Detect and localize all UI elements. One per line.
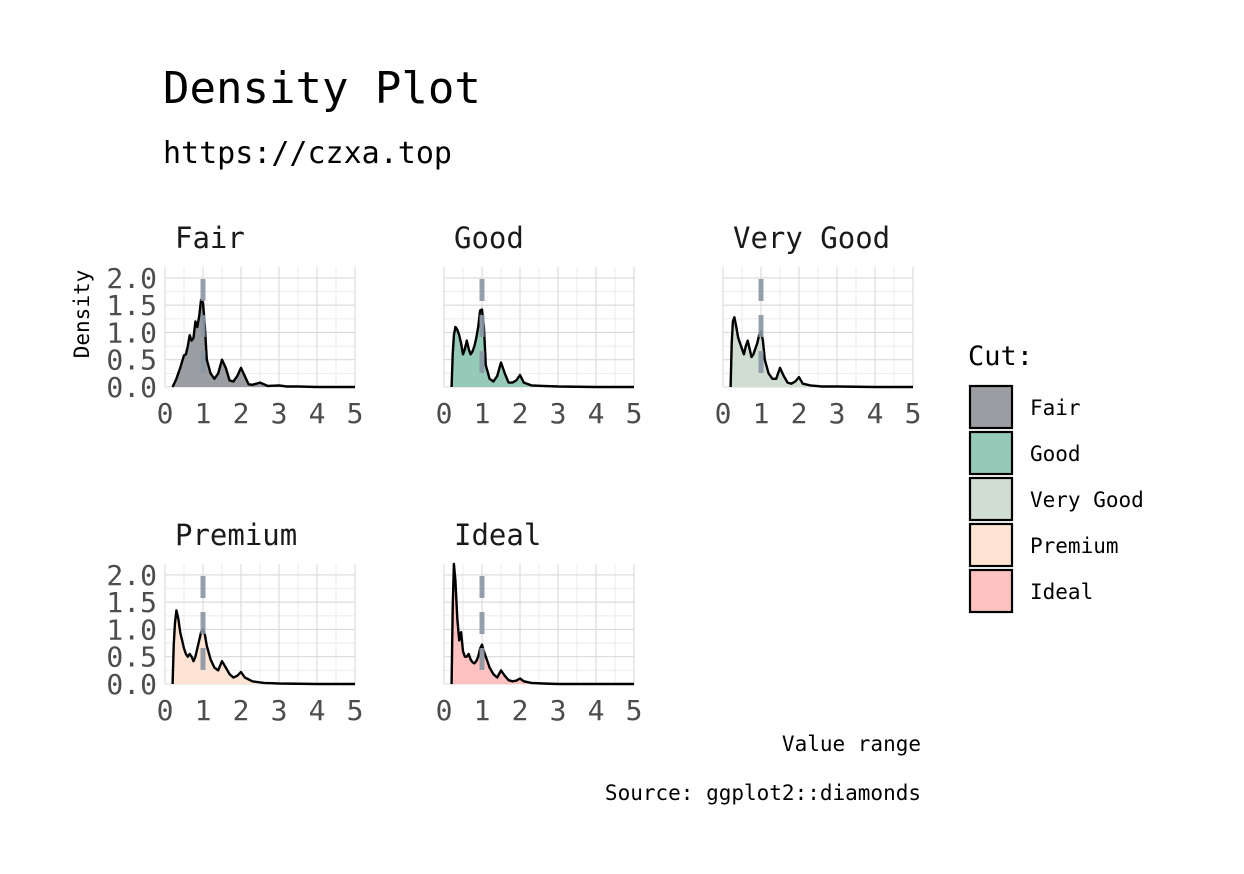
x-tick-label: 2 bbox=[233, 397, 250, 430]
x-tick-label: 4 bbox=[309, 694, 326, 727]
legend-label-ideal: Ideal bbox=[1030, 580, 1093, 604]
y-axis-title: Density bbox=[70, 270, 94, 359]
legend: Cut: Fair Good Very Good Premium Ideal bbox=[968, 341, 1144, 614]
density-area-ideal bbox=[451, 564, 634, 684]
legend-label-good: Good bbox=[1030, 442, 1081, 466]
y-tick-label: 1.0 bbox=[106, 316, 157, 349]
x-tick-label: 0 bbox=[157, 694, 174, 727]
y-tick-label: 2.0 bbox=[106, 262, 157, 295]
panel-ideal: Ideal 0 1 2 3 4 5 bbox=[436, 518, 643, 727]
x-tick-label: 1 bbox=[195, 397, 212, 430]
x-tick-label: 3 bbox=[271, 694, 288, 727]
panel-fair: Fair 0 1 2 3 4 5 0.00.51.01.52.0 bbox=[106, 221, 363, 430]
legend-label-premium: Premium bbox=[1030, 534, 1119, 558]
x-tick-label: 3 bbox=[271, 397, 288, 430]
x-axis-title: Value range bbox=[782, 732, 921, 756]
strip-label-good: Good bbox=[454, 221, 524, 255]
x-tick-label: 2 bbox=[233, 694, 250, 727]
density-area-fair bbox=[172, 299, 355, 387]
density-line-good bbox=[450, 308, 634, 389]
density-line-fair bbox=[171, 298, 355, 389]
legend-label-very-good: Very Good bbox=[1030, 488, 1144, 512]
chart-subtitle: https://czxa.top bbox=[163, 136, 452, 171]
y-tick-label: 1.0 bbox=[106, 613, 157, 646]
x-tick-label: 0 bbox=[715, 397, 732, 430]
chart-caption: Source: ggplot2::diamonds bbox=[605, 781, 921, 805]
strip-label-ideal: Ideal bbox=[454, 518, 541, 552]
strip-label-premium: Premium bbox=[175, 518, 297, 552]
legend-swatch-good bbox=[968, 430, 1014, 476]
x-tick-label: 3 bbox=[550, 694, 567, 727]
density-line-ideal bbox=[450, 562, 634, 686]
panel-very-good: Very Good 0 1 2 3 4 5 bbox=[715, 221, 922, 430]
legend-label-fair: Fair bbox=[1030, 396, 1081, 420]
y-tick-label: 2.0 bbox=[106, 559, 157, 592]
strip-label-very-good: Very Good bbox=[733, 221, 890, 255]
x-tick-label: 4 bbox=[309, 397, 326, 430]
chart-title: Density Plot bbox=[163, 63, 481, 114]
x-tick-label: 5 bbox=[347, 694, 364, 727]
legend-swatch-very-good bbox=[968, 476, 1014, 522]
x-tick-label: 0 bbox=[157, 397, 174, 430]
y-tick-label: 1.5 bbox=[106, 586, 157, 619]
x-tick-label: 4 bbox=[867, 397, 884, 430]
legend-swatch-ideal bbox=[968, 568, 1014, 614]
x-tick-label: 1 bbox=[474, 694, 491, 727]
x-tick-label: 3 bbox=[550, 397, 567, 430]
x-tick-label: 4 bbox=[588, 694, 605, 727]
y-tick-label: 0.0 bbox=[106, 371, 157, 404]
x-tick-label: 0 bbox=[436, 397, 453, 430]
x-tick-label: 5 bbox=[626, 397, 643, 430]
panel-premium: Premium 0 1 2 3 4 5 0.00.51.01.52.0 bbox=[106, 518, 363, 727]
x-tick-label: 3 bbox=[829, 397, 846, 430]
x-tick-label: 5 bbox=[626, 694, 643, 727]
density-area-very-good bbox=[730, 317, 913, 387]
y-tick-label: 0.0 bbox=[106, 668, 157, 701]
x-tick-label: 5 bbox=[905, 397, 922, 430]
x-tick-label: 0 bbox=[436, 694, 453, 727]
panel-good: Good 0 1 2 3 4 5 bbox=[436, 221, 643, 430]
x-tick-label: 2 bbox=[791, 397, 808, 430]
x-tick-label: 4 bbox=[588, 397, 605, 430]
x-tick-label: 2 bbox=[512, 397, 529, 430]
y-tick-label: 0.5 bbox=[106, 344, 157, 377]
x-tick-label: 1 bbox=[195, 694, 212, 727]
x-tick-label: 5 bbox=[347, 397, 364, 430]
strip-label-fair: Fair bbox=[175, 221, 245, 255]
x-tick-label: 1 bbox=[753, 397, 770, 430]
density-area-premium bbox=[172, 610, 355, 684]
density-area-good bbox=[451, 309, 634, 387]
y-tick-label: 0.5 bbox=[106, 641, 157, 674]
legend-title: Cut: bbox=[968, 341, 1033, 372]
x-tick-label: 2 bbox=[512, 694, 529, 727]
legend-swatch-premium bbox=[968, 522, 1014, 568]
y-tick-label: 1.5 bbox=[106, 289, 157, 322]
legend-swatch-fair bbox=[968, 384, 1014, 430]
x-tick-label: 1 bbox=[474, 397, 491, 430]
